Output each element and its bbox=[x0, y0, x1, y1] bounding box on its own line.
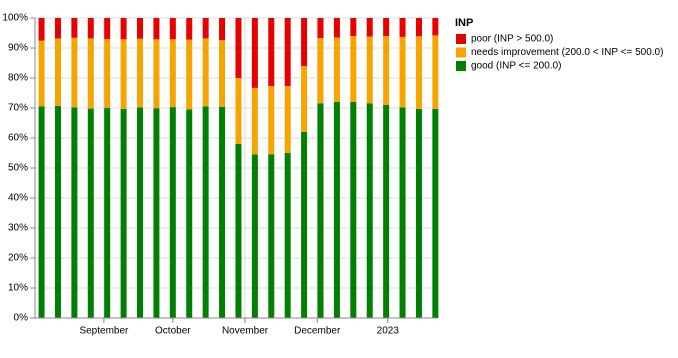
legend-label: needs improvement (200.0 < INP <= 500.0) bbox=[471, 47, 663, 58]
bar-segment bbox=[87, 38, 94, 109]
bar-segment bbox=[54, 38, 61, 106]
bar-segment bbox=[251, 154, 258, 318]
bar-segment bbox=[202, 18, 209, 39]
bar-segment bbox=[415, 108, 422, 319]
y-tick-label: 90% bbox=[8, 43, 28, 54]
bar-segment bbox=[235, 18, 242, 78]
bar-segment bbox=[350, 102, 357, 318]
bar-segment bbox=[235, 144, 242, 318]
y-tick-label: 60% bbox=[8, 133, 28, 144]
bar-segment bbox=[104, 39, 111, 108]
bar-segment bbox=[399, 107, 406, 319]
bar-segment bbox=[251, 18, 258, 88]
y-tick-label: 0% bbox=[14, 313, 29, 324]
bar-segment bbox=[333, 102, 340, 318]
bar-segment bbox=[432, 18, 439, 36]
x-tick-label: September bbox=[79, 326, 129, 337]
bar-segment bbox=[432, 108, 439, 319]
bar-segment bbox=[186, 18, 193, 40]
bar-segment bbox=[87, 108, 94, 318]
bar-segment bbox=[268, 86, 275, 155]
bar-segment bbox=[153, 39, 160, 109]
bar-segment bbox=[219, 18, 226, 41]
bar-segment bbox=[350, 18, 357, 36]
y-tick-label: 70% bbox=[8, 103, 28, 114]
bar-segment bbox=[120, 108, 127, 319]
bar-segment bbox=[153, 18, 160, 40]
y-tick-label: 50% bbox=[8, 163, 28, 174]
y-tick-label: 80% bbox=[8, 73, 28, 84]
legend-title: INP bbox=[455, 17, 473, 29]
bar-segment bbox=[104, 108, 111, 318]
bar-segment bbox=[38, 40, 45, 107]
bar-segment bbox=[432, 35, 439, 109]
bar-segment bbox=[54, 18, 61, 39]
bar-segment bbox=[317, 18, 324, 39]
bar-segment bbox=[38, 18, 45, 41]
legend-label: poor (INP > 500.0) bbox=[471, 34, 553, 45]
bar-segment bbox=[71, 107, 78, 319]
bar-segment bbox=[251, 87, 258, 155]
bar-segment bbox=[202, 38, 209, 107]
y-tick-label: 40% bbox=[8, 193, 28, 204]
bar-segment bbox=[383, 18, 390, 36]
y-tick-label: 10% bbox=[8, 283, 28, 294]
bar-segment bbox=[317, 38, 324, 104]
bar-segment bbox=[169, 18, 176, 40]
bar-segment bbox=[137, 18, 144, 39]
bar-segment bbox=[350, 36, 357, 102]
bar-segment bbox=[87, 18, 94, 39]
bar-segment bbox=[284, 153, 291, 318]
bar-segment bbox=[153, 108, 160, 318]
bar-segment bbox=[366, 36, 373, 104]
bar-segment bbox=[383, 105, 390, 318]
legend-label: good (INP <= 200.0) bbox=[471, 61, 561, 72]
x-tick-label: 2023 bbox=[377, 326, 400, 337]
bar-segment bbox=[366, 103, 373, 318]
bar-segment bbox=[38, 106, 45, 318]
bar-segment bbox=[186, 109, 193, 318]
legend-swatch bbox=[456, 34, 466, 44]
bar-segment bbox=[383, 36, 390, 105]
legend-swatch bbox=[456, 61, 466, 71]
bar-segment bbox=[415, 36, 422, 109]
bar-segment bbox=[169, 39, 176, 108]
bar-segment bbox=[71, 37, 78, 108]
x-tick-label: November bbox=[222, 326, 269, 337]
bar-segment bbox=[366, 18, 373, 37]
bar-segment bbox=[301, 66, 308, 132]
bar-segment bbox=[301, 18, 308, 66]
bar-segment bbox=[415, 18, 422, 37]
bar-segment bbox=[333, 37, 340, 102]
bar-segment bbox=[104, 18, 111, 39]
bar-segment bbox=[301, 132, 308, 318]
bar-segment bbox=[54, 105, 61, 319]
legend-swatch bbox=[456, 47, 466, 58]
y-tick-label: 100% bbox=[2, 13, 28, 24]
bar-segment bbox=[71, 18, 78, 38]
bar-segment bbox=[284, 18, 291, 87]
bar-segment bbox=[219, 106, 226, 318]
bar-segment bbox=[120, 39, 127, 109]
y-tick-label: 20% bbox=[8, 253, 28, 264]
bar-segment bbox=[399, 18, 406, 37]
x-tick-label: October bbox=[155, 326, 191, 337]
bar-segment bbox=[202, 106, 209, 318]
bar-segment bbox=[235, 78, 242, 144]
y-tick-label: 30% bbox=[8, 223, 28, 234]
bar-segment bbox=[137, 38, 144, 108]
bar-segment bbox=[399, 36, 406, 108]
bar-segment bbox=[317, 103, 324, 318]
bar-segment bbox=[268, 18, 275, 87]
bar-segment bbox=[268, 154, 275, 318]
x-tick-label: December bbox=[294, 326, 341, 337]
bar-segment bbox=[333, 18, 340, 38]
bar-segment bbox=[284, 86, 291, 153]
bar-segment bbox=[186, 39, 193, 110]
bar-segment bbox=[137, 107, 144, 319]
bar-segment bbox=[219, 40, 226, 107]
bar-segment bbox=[169, 107, 176, 318]
bar-segment bbox=[120, 18, 127, 40]
